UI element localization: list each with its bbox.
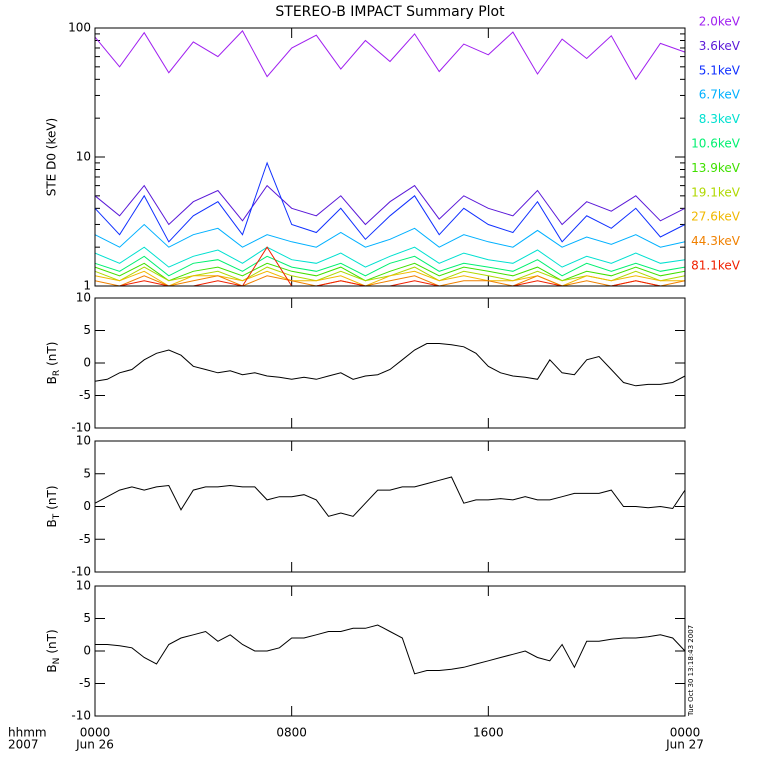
legend-entry: 81.1keV — [691, 259, 741, 273]
axis-frame — [94, 297, 686, 429]
series-line — [94, 262, 686, 282]
axis-frame — [94, 440, 686, 573]
series-line — [94, 30, 686, 81]
y-tick-label: 5 — [83, 611, 91, 625]
x-date-label: Jun 27 — [665, 738, 704, 752]
x-tick-label: 1600 — [473, 726, 504, 740]
legend-entry: 3.6keV — [699, 39, 741, 53]
y-tick-label: -10 — [71, 565, 91, 579]
data-line — [95, 624, 686, 675]
y-tick-label: 1 — [83, 279, 91, 293]
y-tick-label: -10 — [71, 421, 91, 435]
y-tick-label: 100 — [68, 21, 91, 35]
y-label-unit: (nT) — [45, 629, 59, 653]
series-line — [94, 246, 686, 268]
legend-entry: 19.1keV — [691, 185, 741, 199]
y-label-symbol: B — [45, 376, 59, 384]
axis-frame — [94, 585, 686, 717]
series-line — [94, 255, 686, 277]
legend-entry: 13.9keV — [691, 161, 741, 175]
legend-entry: 44.3keV — [691, 234, 741, 248]
chart-title: STEREO-B IMPACT Summary Plot — [275, 4, 505, 20]
legend-entry: 5.1keV — [699, 63, 741, 77]
time-row-label: hhmm — [8, 726, 47, 740]
y-label-subscript: N — [52, 658, 62, 665]
timestamp: Tue Oct 30 13:18:43 2007 — [687, 625, 695, 717]
x-tick-label: 0000 — [80, 726, 111, 740]
series-line — [94, 275, 686, 287]
series-line — [94, 161, 686, 243]
series-line — [94, 184, 686, 226]
y-axis-label: STE D0 (keV) — [45, 118, 59, 197]
y-axis-label: BT (nT) — [45, 485, 62, 527]
plot-area — [94, 30, 686, 287]
y-label-subscript: R — [52, 370, 62, 376]
x-tick-label: 0800 — [276, 726, 307, 740]
series-line — [94, 270, 685, 287]
y-tick-label: 10 — [76, 579, 91, 593]
y-label-symbol: B — [45, 664, 59, 672]
y-tick-label: -5 — [79, 676, 91, 690]
y-tick-label: 0 — [83, 499, 91, 513]
y-label-subscript: T — [52, 513, 62, 520]
x-date-label: Jun 26 — [75, 738, 114, 752]
legend-entry: 6.7keV — [699, 88, 741, 102]
legend-entry: 27.6keV — [691, 210, 741, 224]
y-tick-label: -5 — [79, 388, 91, 402]
y-axis-label: BR (nT) — [45, 342, 62, 385]
plot-area — [94, 476, 686, 517]
y-label-unit: (nT) — [45, 342, 59, 366]
plot-area — [95, 624, 686, 675]
data-line — [94, 476, 686, 517]
y-label-unit: (nT) — [45, 485, 59, 509]
time-row-label: 2007 — [8, 738, 39, 752]
y-tick-label: 10 — [76, 150, 91, 164]
plot-area — [94, 343, 686, 387]
y-tick-label: 10 — [76, 291, 91, 305]
y-tick-label: -10 — [71, 709, 91, 723]
legend-entry: 10.6keV — [691, 137, 741, 151]
legend-entry: 8.3keV — [699, 112, 741, 126]
x-tick-label: 0000 — [670, 726, 701, 740]
y-label-symbol: B — [45, 519, 59, 527]
y-tick-label: -5 — [79, 532, 91, 546]
y-axis-label: BN (nT) — [45, 629, 62, 672]
series-line — [94, 223, 686, 248]
y-tick-label: 5 — [83, 323, 91, 337]
axis-frame — [94, 27, 686, 287]
data-line — [94, 343, 686, 387]
legend-entry: 2.0keV — [699, 15, 741, 29]
y-tick-label: 0 — [83, 644, 91, 658]
y-tick-label: 10 — [76, 434, 91, 448]
y-tick-label: 0 — [83, 356, 91, 370]
y-tick-label: 5 — [83, 466, 91, 480]
